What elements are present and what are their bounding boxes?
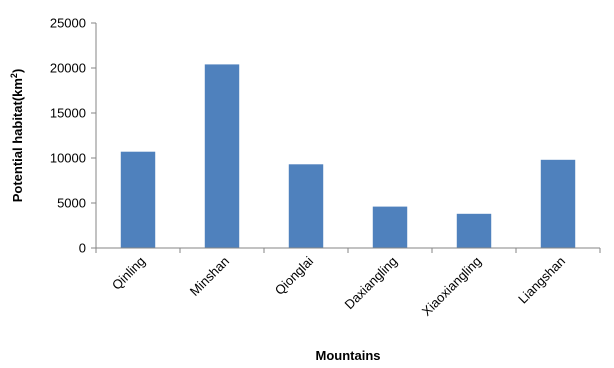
- bar-minshan: [204, 64, 240, 249]
- x-tick-label-liangshan: Liangshan: [515, 254, 568, 307]
- x-tick-label-daxiangling: Daxiangling: [341, 254, 400, 313]
- y-tick-label: 0: [79, 241, 86, 256]
- y-tick-label: 20000: [50, 61, 86, 76]
- y-axis-title: Potential habitat(km2): [9, 69, 25, 203]
- bars: [120, 64, 576, 249]
- x-tick-label-qinling: Qinling: [109, 254, 148, 293]
- y-tick-label: 10000: [50, 151, 86, 166]
- bar-qinling: [120, 151, 156, 248]
- x-axis-ticks: Qinling Minshan Qionglai Daxiangling Xiaoxia…: [95, 248, 601, 319]
- y-tick-label: 25000: [50, 16, 86, 31]
- bar-liangshan: [540, 159, 576, 248]
- bar-qionglai: [288, 164, 324, 248]
- x-tick-label-qionglai: Qionglai: [272, 253, 316, 297]
- y-tick-label: 15000: [50, 106, 86, 121]
- bar-daxiangling: [372, 206, 408, 248]
- bar-xiaoxiangling: [456, 213, 492, 248]
- y-axis-ticks: 0 5000 10000 15000 20000 25000: [50, 16, 96, 256]
- x-tick-label-xiaoxiangling: Xiaoxiangling: [419, 254, 484, 319]
- x-tick-label-minshan: Minshan: [187, 254, 232, 299]
- plot-area: 0 5000 10000 15000 20000 25000 Qinling Minshan…: [50, 16, 601, 319]
- x-axis-title: Mountains: [316, 348, 381, 363]
- y-tick-label: 5000: [57, 196, 86, 211]
